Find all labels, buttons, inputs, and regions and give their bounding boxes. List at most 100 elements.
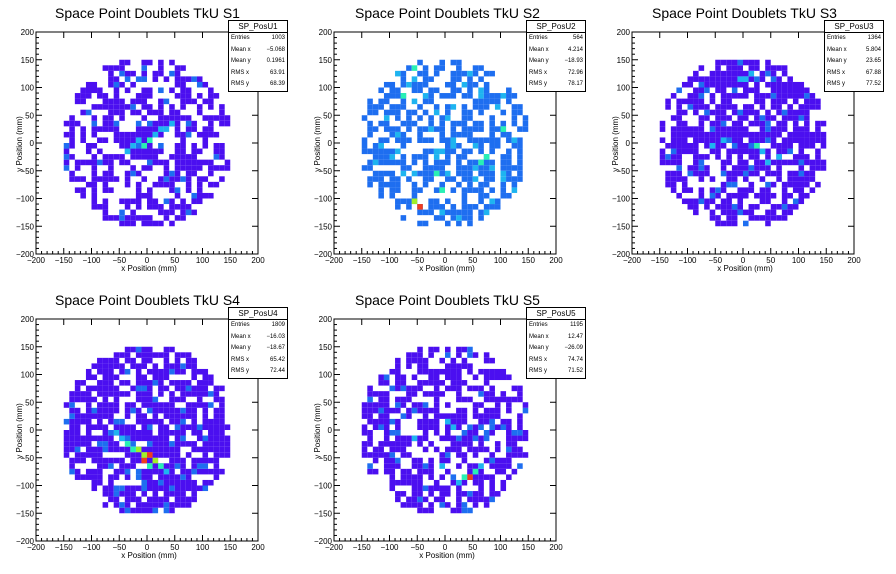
histogram-bin (715, 137, 721, 143)
histogram-bin (202, 452, 209, 458)
histogram-bin (445, 93, 451, 99)
histogram-bin (748, 76, 755, 82)
y-tick-label: −50 (318, 167, 332, 176)
histogram-bin (759, 137, 766, 143)
histogram-bin (500, 396, 507, 403)
histogram-bin (69, 413, 75, 419)
histogram-bin (191, 430, 197, 436)
histogram-bin (102, 120, 109, 127)
histogram-bin (731, 70, 738, 77)
histogram-bin (208, 430, 214, 436)
histogram-bin (781, 81, 788, 88)
histogram-bin (450, 357, 457, 364)
histogram-bin (378, 391, 384, 397)
histogram-bin (113, 131, 120, 138)
histogram-bin (815, 104, 821, 110)
histogram-bin (130, 424, 136, 430)
histogram-bin (185, 441, 192, 447)
histogram-bin (147, 165, 153, 171)
histogram-bin (456, 374, 462, 381)
histogram-bin (147, 496, 153, 503)
histogram-bin (102, 198, 109, 205)
histogram-bin (467, 468, 473, 475)
histogram-bin (97, 126, 103, 132)
histogram-bin (74, 446, 81, 453)
histogram-bin (422, 446, 429, 453)
histogram-bin (428, 198, 434, 205)
histogram-bin (450, 215, 457, 221)
histogram-bin (489, 115, 495, 121)
histogram-bin (698, 65, 705, 71)
histogram-bin (383, 181, 390, 188)
histogram-bin (506, 424, 512, 430)
histogram-bin (506, 418, 512, 425)
histogram-bin (367, 148, 373, 155)
histogram-bin (119, 418, 125, 425)
histogram-bin (776, 176, 782, 182)
histogram-bin (439, 391, 445, 397)
histogram-bin (461, 357, 468, 364)
histogram-bin (787, 104, 793, 110)
histogram-bin (511, 468, 518, 475)
x-tick-label: 50 (170, 543, 179, 552)
histogram-bin (180, 198, 186, 205)
y-tick-label: 150 (617, 56, 631, 65)
histogram-bin (97, 446, 103, 453)
histogram-bin (461, 396, 468, 403)
histogram-bin (693, 165, 699, 171)
histogram-bin (191, 143, 197, 149)
histogram-bin (522, 435, 529, 442)
histogram-bin (798, 192, 805, 199)
histogram-bin (219, 154, 225, 160)
histogram-bin (681, 181, 688, 188)
histogram-bin (494, 441, 501, 447)
histogram-bin (781, 198, 788, 205)
histogram-bin (754, 109, 760, 116)
histogram-bin (687, 148, 694, 155)
histogram-bin (163, 357, 170, 364)
histogram-bin (85, 109, 92, 116)
histogram-bin (781, 204, 788, 210)
histogram-bin (130, 346, 136, 353)
histogram-bin (422, 496, 429, 503)
histogram-bin (428, 463, 434, 469)
histogram-bin (395, 131, 401, 138)
histogram-bin (726, 81, 732, 88)
histogram-bin (422, 126, 429, 132)
histogram-bin (450, 380, 457, 386)
histogram-bin (185, 402, 192, 408)
histogram-bin (124, 441, 131, 447)
stats-row: Entries 564 (529, 35, 583, 41)
histogram-bin (91, 159, 98, 166)
histogram-bin (108, 374, 114, 381)
histogram-bin (367, 126, 373, 132)
histogram-bin (715, 192, 721, 199)
histogram-bin (693, 93, 699, 99)
histogram-bin (147, 385, 153, 392)
histogram-bin (670, 187, 677, 193)
histogram-bin (361, 115, 368, 121)
histogram-bin (102, 215, 109, 221)
x-tick-label: −100 (678, 256, 697, 265)
histogram-bin (478, 181, 484, 188)
y-tick-label: 100 (319, 371, 333, 380)
histogram-bin (80, 452, 86, 458)
histogram-bin (417, 59, 423, 66)
histogram-bin (461, 430, 468, 436)
histogram-bin (500, 192, 507, 199)
histogram-bin (417, 115, 423, 121)
histogram-bin (174, 148, 181, 155)
histogram-bin (174, 154, 181, 160)
histogram-bin (400, 446, 407, 453)
histogram-bin (787, 159, 793, 166)
histogram-bin (765, 126, 771, 132)
histogram-bin (69, 176, 75, 182)
histogram-bin (208, 165, 214, 171)
histogram-bin (406, 115, 412, 121)
histogram-bin (135, 413, 142, 419)
histogram-bin (478, 496, 484, 503)
x-tick-label: −150 (651, 256, 670, 265)
x-tick-label: 150 (522, 543, 536, 552)
histogram-bin (196, 368, 203, 375)
histogram-bin (726, 98, 732, 105)
